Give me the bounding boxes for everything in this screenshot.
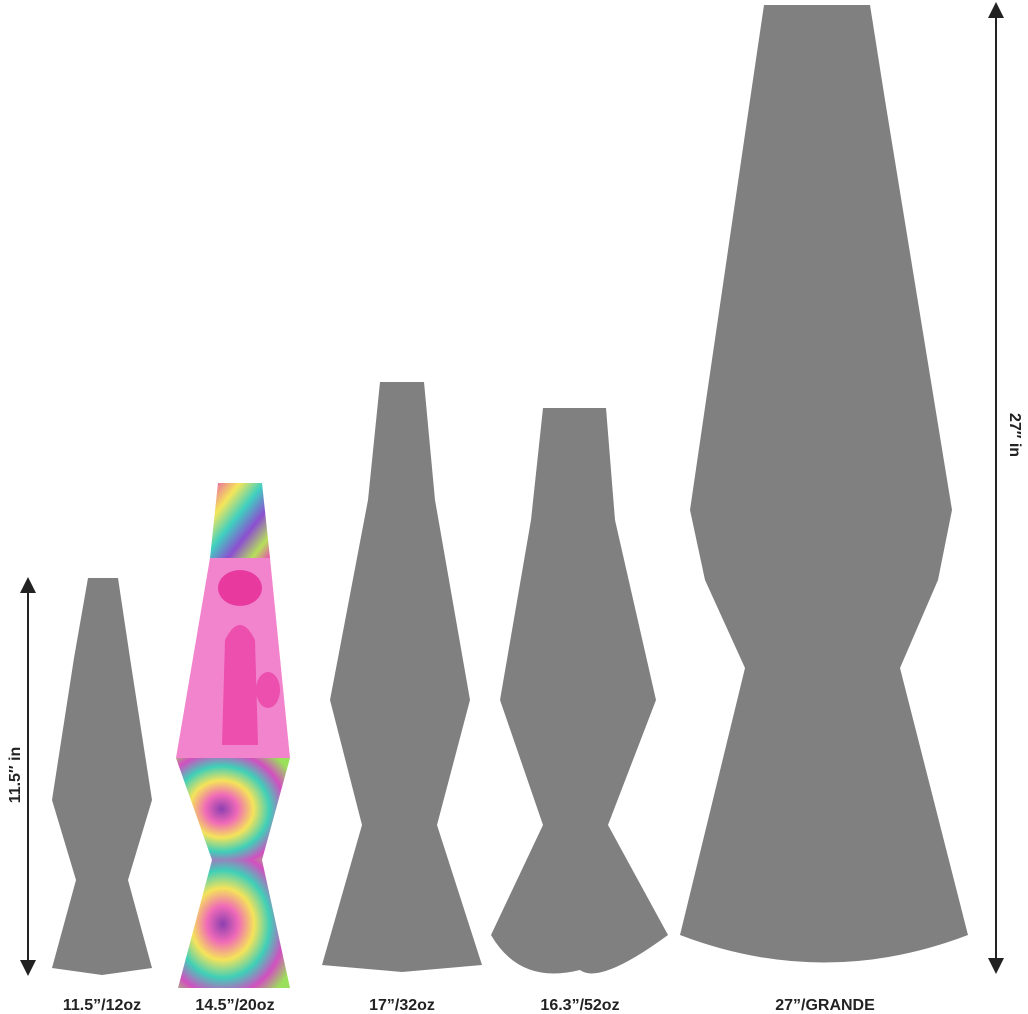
lamp-label: 14.5”/20oz <box>195 997 274 1014</box>
lamp-label: 17”/32oz <box>369 997 435 1014</box>
lamp-label: 16.3”/52oz <box>540 997 619 1014</box>
lamp-label: 27”/GRANDE <box>775 997 875 1014</box>
lamp-label: 11.5”/12oz <box>63 997 141 1014</box>
lamp <box>52 578 152 975</box>
lamp <box>680 5 968 963</box>
height-label: 27″ in <box>1006 413 1023 457</box>
lamp <box>176 483 290 988</box>
lamp <box>491 408 668 974</box>
height-label: 11.5″ in <box>7 747 24 804</box>
lamp <box>322 382 482 972</box>
